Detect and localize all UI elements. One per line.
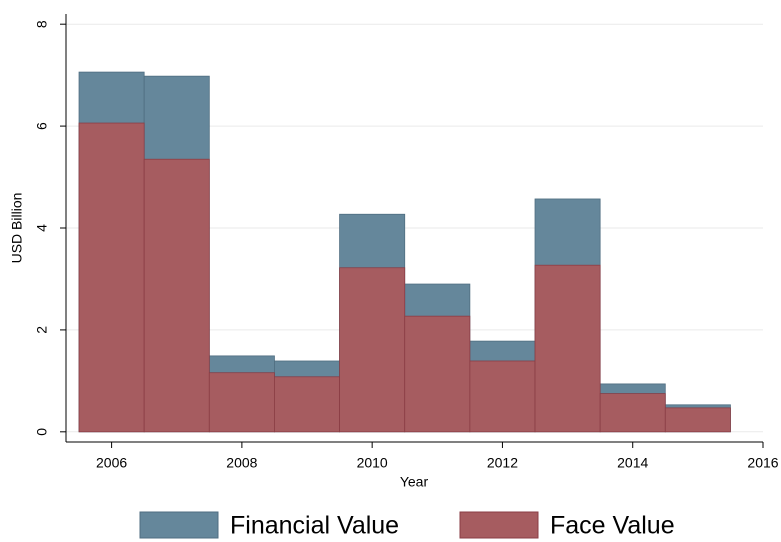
x-axis-title: Year xyxy=(400,474,429,490)
bar xyxy=(208,372,275,433)
legend-label: Face Value xyxy=(550,512,675,540)
bar xyxy=(664,407,731,433)
bar xyxy=(339,267,406,433)
y-tick-label: 8 xyxy=(34,20,50,28)
y-tick-label: 0 xyxy=(34,428,50,436)
bar xyxy=(599,393,666,433)
y-tick-label: 4 xyxy=(34,224,50,232)
y-tick-label: 6 xyxy=(34,122,50,130)
x-tick-label: 2016 xyxy=(747,455,778,471)
x-tick-label: 2008 xyxy=(226,455,257,471)
bar xyxy=(78,122,145,433)
x-tick-label: 2014 xyxy=(617,455,648,471)
bar xyxy=(469,360,536,433)
bar xyxy=(534,264,601,433)
x-tick-label: 2012 xyxy=(487,455,518,471)
y-axis-title: USD Billion xyxy=(9,193,25,264)
bar xyxy=(143,158,210,433)
y-tick-label: 2 xyxy=(34,326,50,334)
bar xyxy=(274,376,340,433)
legend-label: Financial Value xyxy=(230,512,399,540)
x-tick-label: 2010 xyxy=(357,455,388,471)
legend-swatch xyxy=(459,511,539,539)
x-tick-label: 2006 xyxy=(96,455,127,471)
legend-swatch xyxy=(139,511,219,539)
bar xyxy=(404,315,471,433)
